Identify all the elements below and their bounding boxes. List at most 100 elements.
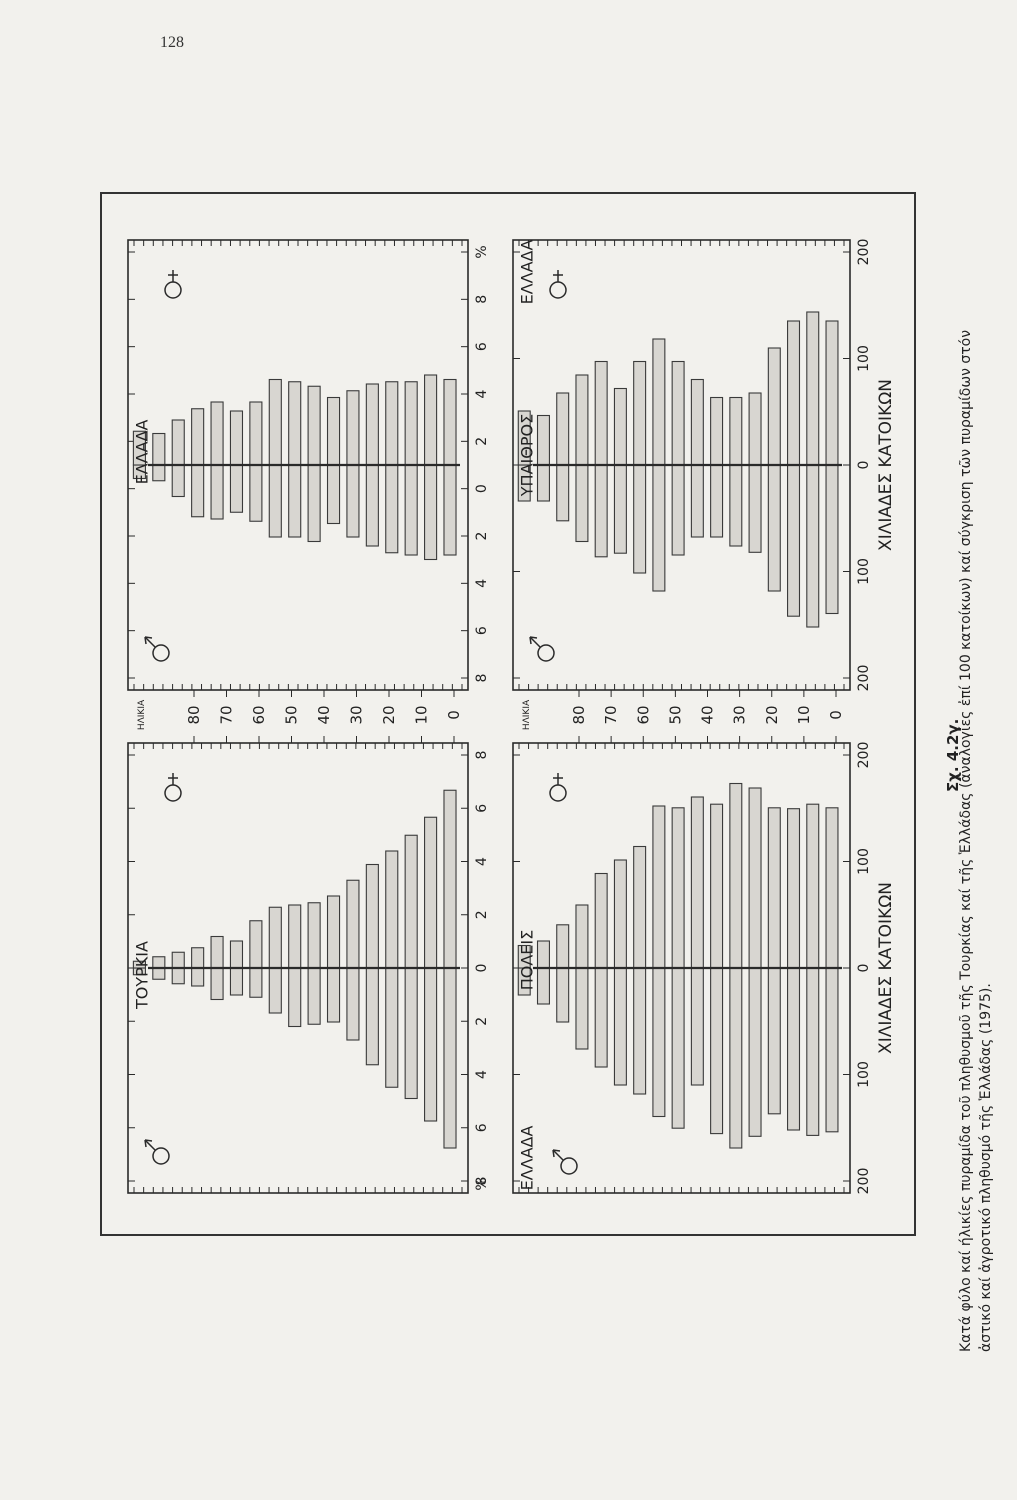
bar-female-cities-65-69 bbox=[575, 904, 589, 969]
bar-female-cities-70-74 bbox=[556, 924, 570, 969]
bar-male-rural-75-79 bbox=[536, 464, 550, 502]
bar-male-rural-0-4 bbox=[825, 464, 839, 615]
bar-female-cities-15-19 bbox=[767, 807, 781, 969]
bar-female-greece-50-54 bbox=[249, 401, 263, 466]
bar-female-greece-60-64 bbox=[210, 401, 224, 466]
age-tick-label: 50 bbox=[283, 705, 301, 724]
bar-male-greece-30-34 bbox=[326, 464, 341, 525]
male-symbol-icon bbox=[552, 1149, 578, 1175]
bar-male-turkey-0-4 bbox=[443, 967, 457, 1149]
bar-male-rural-55-59 bbox=[613, 464, 627, 554]
bar-female-cities-5-9 bbox=[806, 803, 820, 969]
bar-male-rural-20-24 bbox=[748, 464, 762, 553]
value-tick-label: 6 bbox=[474, 626, 490, 635]
female-symbol-icon bbox=[164, 270, 182, 299]
value-tick-label: 100 bbox=[856, 345, 872, 372]
male-symbol-icon bbox=[144, 636, 170, 662]
bar-male-greece-25-29 bbox=[346, 464, 360, 538]
thousands-axis-title-rural: ΧΙΛΙΑΔΕΣ ΚΑΤΟΙΚΩΝ bbox=[876, 379, 896, 551]
bar-female-turkey-40-44 bbox=[288, 904, 302, 969]
age-tick-label: 50 bbox=[666, 705, 684, 724]
bar-male-rural-25-29 bbox=[729, 464, 743, 547]
bar-female-rural-75-79 bbox=[536, 414, 550, 466]
bar-female-greece-25-29 bbox=[346, 390, 360, 466]
age-tick-label: 0 bbox=[445, 710, 463, 720]
bar-female-turkey-15-19 bbox=[385, 850, 399, 969]
bar-male-cities-50-54 bbox=[633, 967, 647, 1095]
value-tick-label: 2 bbox=[474, 1017, 490, 1026]
age-tick-label: 40 bbox=[699, 705, 717, 724]
age-tick-label: 70 bbox=[602, 705, 620, 724]
bar-female-greece-65-69 bbox=[191, 408, 205, 466]
bar-male-greece-40-44 bbox=[288, 464, 302, 538]
thousands-axis-title-cities: ΧΙΛΙΑΔΕΣ ΚΑΤΟΙΚΩΝ bbox=[876, 882, 896, 1054]
age-tick-label: 20 bbox=[763, 705, 781, 724]
bar-female-cities-75-79 bbox=[536, 940, 550, 969]
bar-female-greece-80+ bbox=[132, 430, 146, 466]
bar-male-turkey-45-49 bbox=[268, 967, 282, 1014]
bar-male-rural-35-39 bbox=[690, 464, 704, 538]
age-tick-label: 30 bbox=[731, 705, 749, 724]
bar-female-rural-55-59 bbox=[613, 387, 627, 466]
bar-female-turkey-10-14 bbox=[404, 834, 418, 969]
bar-male-greece-35-39 bbox=[307, 464, 321, 543]
bar-male-rural-70-74 bbox=[556, 464, 570, 522]
value-tick-label: 8 bbox=[474, 751, 490, 760]
male-symbol-icon bbox=[144, 1139, 170, 1165]
age-tick-label: 80 bbox=[185, 705, 203, 724]
bar-male-cities-20-24 bbox=[748, 967, 762, 1137]
bar-male-rural-15-19 bbox=[767, 464, 781, 592]
female-symbol-icon bbox=[549, 773, 567, 802]
percent-unit-label: % bbox=[474, 1177, 490, 1190]
male-symbol-arrow bbox=[144, 636, 156, 648]
panel-subtitle-rural: ΕΛΛΑΔΑ bbox=[518, 240, 537, 305]
bar-male-turkey-30-34 bbox=[326, 967, 341, 1023]
bar-female-turkey-5-9 bbox=[424, 816, 438, 969]
value-tick-label: 0 bbox=[474, 964, 490, 973]
bar-female-rural-25-29 bbox=[729, 396, 743, 466]
bar-female-rural-80+ bbox=[517, 410, 531, 466]
panel-title-cities: ΠΟΛΕΙΣ bbox=[518, 930, 537, 991]
bar-male-turkey-15-19 bbox=[385, 967, 399, 1088]
bar-male-cities-40-44 bbox=[671, 967, 685, 1129]
bar-male-turkey-75-79 bbox=[152, 967, 166, 980]
bar-female-rural-70-74 bbox=[556, 392, 570, 466]
bar-female-greece-70-74 bbox=[171, 419, 185, 466]
bar-male-cities-10-14 bbox=[787, 967, 801, 1131]
bar-male-greece-10-14 bbox=[404, 464, 418, 556]
age-tick-label: 0 bbox=[827, 710, 845, 720]
value-tick-label: 100 bbox=[856, 558, 872, 585]
bar-male-rural-40-44 bbox=[671, 464, 685, 556]
bar-female-turkey-30-34 bbox=[326, 895, 341, 969]
value-tick-label: % bbox=[474, 245, 490, 258]
age-tick-label: 80 bbox=[570, 705, 588, 724]
bar-female-rural-30-34 bbox=[710, 396, 724, 466]
bar-female-greece-5-9 bbox=[424, 374, 438, 466]
bar-male-cities-15-19 bbox=[767, 967, 781, 1115]
bar-female-greece-0-4 bbox=[443, 378, 457, 466]
value-tick-label: 2 bbox=[474, 437, 490, 446]
bar-male-cities-35-39 bbox=[690, 967, 704, 1086]
bar-male-greece-55-59 bbox=[229, 464, 244, 513]
bar-male-greece-75-79 bbox=[152, 464, 166, 482]
bar-female-cities-35-39 bbox=[690, 796, 704, 969]
bar-female-rural-45-49 bbox=[652, 338, 666, 466]
bar-male-rural-60-64 bbox=[594, 464, 608, 558]
value-tick-label: 0 bbox=[474, 484, 490, 493]
bar-female-cities-20-24 bbox=[748, 787, 762, 969]
male-symbol-icon bbox=[529, 636, 555, 662]
bar-female-cities-10-14 bbox=[787, 808, 801, 969]
bar-female-greece-40-44 bbox=[288, 381, 302, 466]
bar-male-rural-10-14 bbox=[787, 464, 801, 617]
page-number: 128 bbox=[160, 34, 184, 51]
value-tick-label: 4 bbox=[474, 389, 490, 398]
bar-male-rural-5-9 bbox=[806, 464, 820, 628]
male-symbol-arrowhead bbox=[144, 636, 153, 645]
age-tick-label: 60 bbox=[634, 705, 652, 724]
bar-female-rural-10-14 bbox=[787, 320, 801, 466]
bar-male-greece-15-19 bbox=[385, 464, 399, 554]
bar-female-cities-30-34 bbox=[710, 803, 724, 969]
value-tick-label: 0 bbox=[856, 461, 872, 470]
panel-title-rural: ΥΠΑΙΘΡΟΣ bbox=[518, 414, 537, 497]
